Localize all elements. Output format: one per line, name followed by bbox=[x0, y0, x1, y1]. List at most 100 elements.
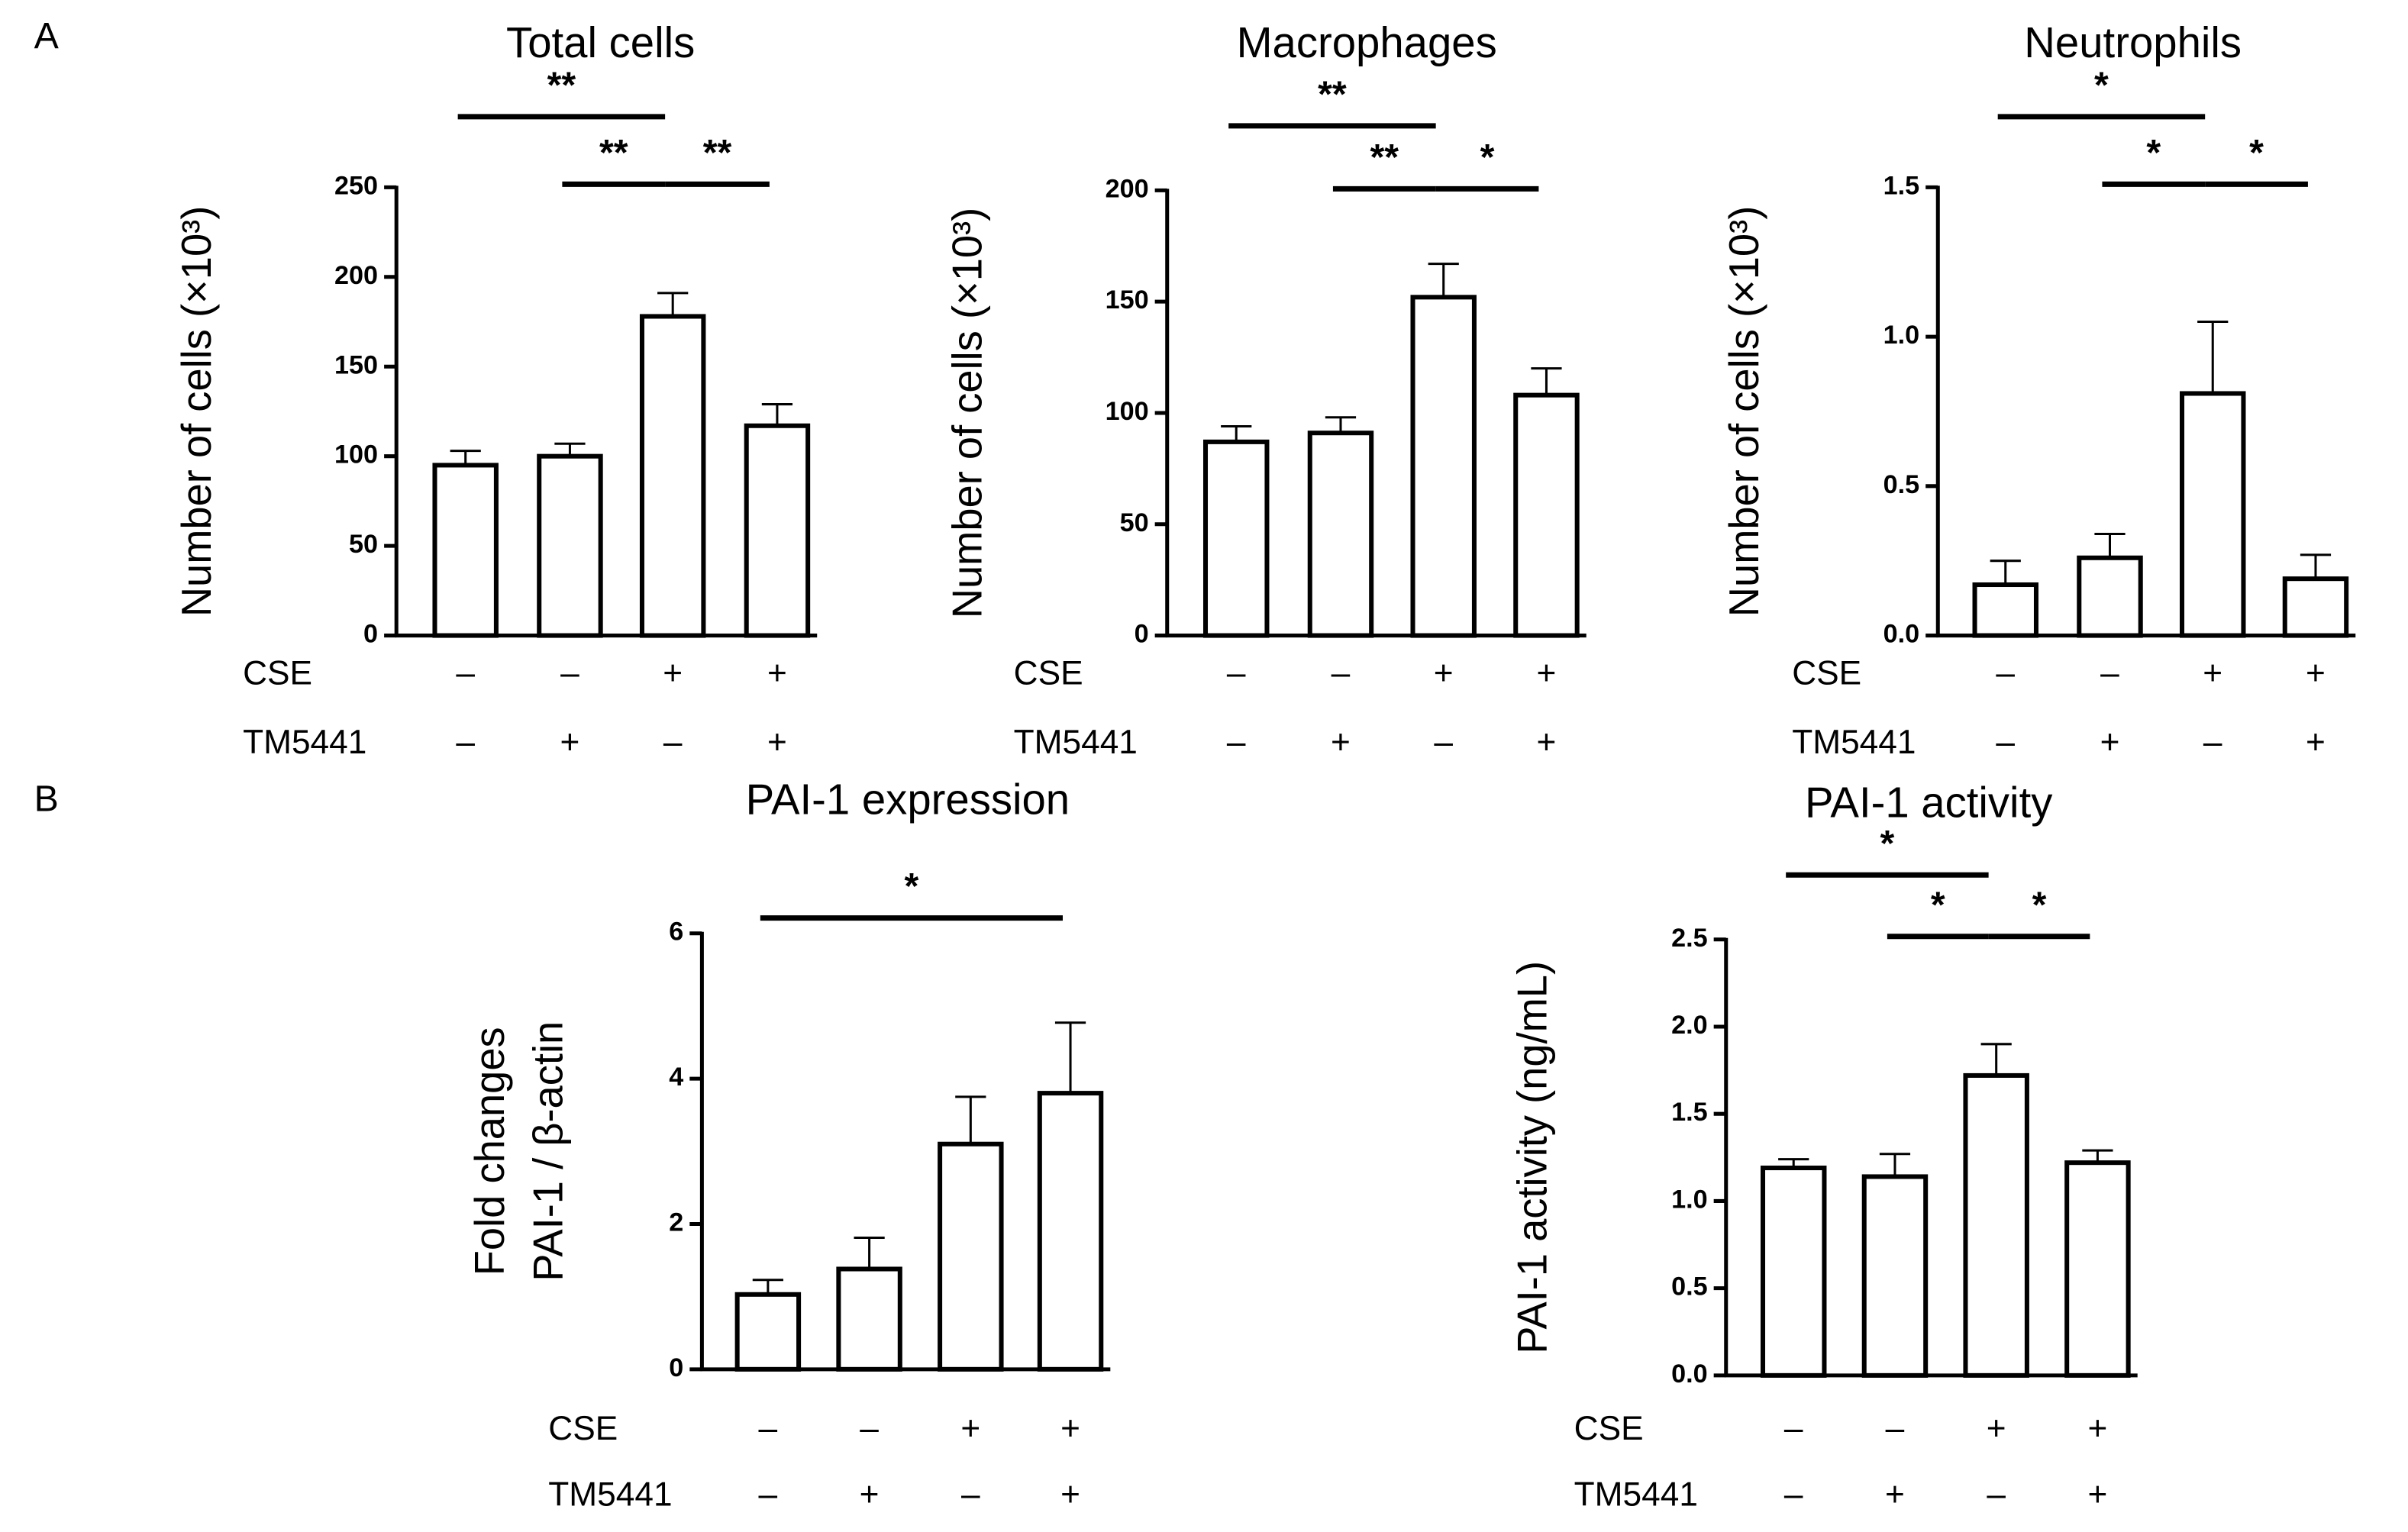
significance-label: * bbox=[2032, 884, 2047, 925]
chart-title: PAI-1 expression bbox=[746, 776, 1070, 824]
significance-label: * bbox=[2146, 132, 2161, 173]
x-tick-label: – bbox=[560, 655, 579, 692]
bar bbox=[1410, 295, 1477, 638]
x-tick-label: – bbox=[663, 724, 683, 761]
x-tick-label: + bbox=[2087, 1410, 2107, 1447]
y-tick-label: 50 bbox=[349, 530, 378, 559]
x-tick-label: – bbox=[1784, 1476, 1803, 1513]
y-tick-label: 100 bbox=[1106, 397, 1149, 426]
bar bbox=[836, 1266, 902, 1372]
x-tick-label: – bbox=[456, 655, 475, 692]
significance-label: * bbox=[1931, 884, 1945, 925]
x-tick-label: + bbox=[2203, 655, 2222, 692]
y-tick-label: 0.0 bbox=[1883, 620, 1920, 649]
x-tick-label: + bbox=[1331, 724, 1351, 761]
x-tick-label: + bbox=[767, 724, 787, 761]
x-tick-label: – bbox=[1227, 655, 1246, 692]
significance-label: ** bbox=[1370, 137, 1399, 178]
y-tick-label: 2.0 bbox=[1671, 1011, 1708, 1040]
x-tick-label: + bbox=[767, 655, 787, 692]
bar bbox=[1202, 439, 1270, 638]
y-tick-label: 6 bbox=[669, 918, 683, 947]
x-tick-label: + bbox=[1060, 1410, 1080, 1447]
y-axis-label: PAI-1 / β-actin bbox=[525, 1021, 572, 1282]
chart-title: Total cells bbox=[506, 18, 695, 66]
bar bbox=[1861, 1174, 1929, 1378]
significance-label: ** bbox=[599, 132, 628, 173]
y-tick-label: 0 bbox=[363, 620, 378, 649]
bar bbox=[1963, 1072, 2029, 1378]
x-tick-label: – bbox=[1886, 1410, 1905, 1447]
significance-label: ** bbox=[547, 64, 576, 105]
bar bbox=[1513, 392, 1580, 638]
y-axis-label: Number of cells (×10³) bbox=[173, 206, 220, 617]
row-label: CSE bbox=[1014, 655, 1083, 692]
x-tick-label: – bbox=[1996, 724, 2015, 761]
x-tick-label: – bbox=[759, 1476, 778, 1513]
bar bbox=[938, 1141, 1004, 1372]
row-label: TM5441 bbox=[1014, 724, 1138, 761]
y-axis-label: PAI-1 activity (ng/mL) bbox=[1509, 961, 1556, 1354]
y-tick-label: 0.5 bbox=[1671, 1272, 1708, 1301]
y-tick-label: 250 bbox=[334, 171, 378, 200]
bar bbox=[2064, 1160, 2131, 1378]
significance-label: * bbox=[2094, 64, 2109, 105]
x-tick-label: + bbox=[1060, 1476, 1080, 1513]
bar bbox=[1307, 431, 1374, 638]
bar bbox=[2077, 555, 2143, 638]
bar bbox=[744, 423, 811, 638]
x-tick-label: – bbox=[1784, 1410, 1803, 1447]
bar bbox=[1037, 1091, 1104, 1372]
y-tick-label: 1.0 bbox=[1883, 321, 1920, 350]
significance-label: * bbox=[905, 866, 919, 907]
row-label: CSE bbox=[548, 1410, 618, 1447]
y-tick-label: 0.5 bbox=[1883, 470, 1920, 499]
x-tick-label: – bbox=[860, 1410, 879, 1447]
row-label: TM5441 bbox=[1792, 724, 1916, 761]
bar bbox=[432, 463, 499, 638]
y-axis-label: Fold changes bbox=[466, 1027, 513, 1276]
y-tick-label: 100 bbox=[334, 440, 378, 469]
significance-label: * bbox=[1480, 137, 1495, 178]
x-tick-label: + bbox=[663, 655, 683, 692]
bar bbox=[639, 314, 706, 638]
bar bbox=[2180, 391, 2246, 638]
row-label: TM5441 bbox=[243, 724, 366, 761]
x-tick-label: + bbox=[1434, 655, 1454, 692]
x-tick-label: + bbox=[560, 724, 580, 761]
row-label: CSE bbox=[1792, 655, 1861, 692]
bar bbox=[734, 1292, 802, 1372]
x-tick-label: – bbox=[1332, 655, 1351, 692]
y-tick-label: 150 bbox=[1106, 285, 1149, 314]
bar bbox=[1760, 1166, 1827, 1378]
panel-label: A bbox=[34, 15, 60, 56]
x-tick-label: – bbox=[1227, 724, 1246, 761]
y-tick-label: 1.0 bbox=[1671, 1185, 1708, 1214]
x-tick-label: + bbox=[960, 1410, 980, 1447]
x-tick-label: – bbox=[456, 724, 475, 761]
row-label: CSE bbox=[243, 655, 312, 692]
y-tick-label: 50 bbox=[1120, 508, 1149, 537]
panel-label: B bbox=[34, 779, 59, 820]
chart-title: Neutrophils bbox=[2024, 18, 2242, 66]
significance-label: * bbox=[2249, 132, 2264, 173]
x-tick-label: + bbox=[1537, 724, 1557, 761]
x-tick-label: + bbox=[2306, 655, 2326, 692]
y-tick-label: 150 bbox=[334, 350, 378, 379]
bar bbox=[537, 453, 603, 638]
x-tick-label: + bbox=[1537, 655, 1557, 692]
x-tick-label: + bbox=[860, 1476, 880, 1513]
x-tick-label: – bbox=[1987, 1476, 2006, 1513]
bar bbox=[1972, 582, 2038, 638]
y-tick-label: 0.0 bbox=[1671, 1359, 1708, 1388]
x-tick-label: – bbox=[1996, 655, 2015, 692]
significance-label: ** bbox=[703, 132, 732, 173]
y-tick-label: 4 bbox=[669, 1063, 683, 1092]
x-tick-label: – bbox=[2100, 655, 2119, 692]
y-axis-label: Number of cells (×10³) bbox=[1721, 206, 1767, 617]
y-tick-label: 2.5 bbox=[1671, 924, 1708, 953]
x-tick-label: – bbox=[2203, 724, 2222, 761]
y-tick-label: 2 bbox=[669, 1208, 683, 1237]
x-tick-label: + bbox=[2100, 724, 2120, 761]
